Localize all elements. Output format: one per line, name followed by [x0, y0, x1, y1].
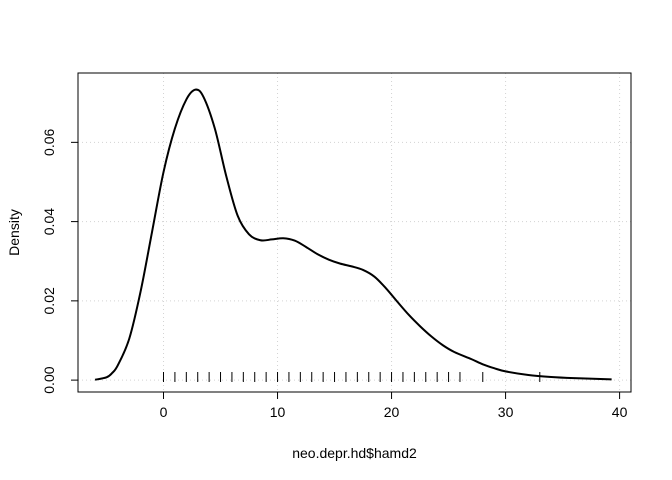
y-axis: 0.00 0.02 0.04 0.06 [41, 129, 79, 394]
grid-lines [78, 73, 631, 392]
x-axis: 0 10 20 30 40 [160, 391, 628, 420]
y-tick-label: 0.06 [41, 129, 57, 156]
x-tick-label: 10 [270, 404, 286, 420]
x-tick-label: 20 [384, 404, 400, 420]
y-tick-label: 0.04 [41, 208, 57, 235]
y-tick-label: 0.00 [41, 366, 57, 393]
x-tick-label: 0 [160, 404, 168, 420]
rug-marks [163, 372, 541, 382]
y-axis-title: Density [6, 209, 22, 256]
x-axis-title: neo.depr.hd$hamd2 [292, 445, 417, 461]
x-tick-label: 30 [498, 404, 514, 420]
density-curve [94, 88, 612, 381]
y-tick-label: 0.02 [41, 287, 57, 314]
x-tick-label: 40 [612, 404, 628, 420]
plot-frame [77, 72, 632, 393]
